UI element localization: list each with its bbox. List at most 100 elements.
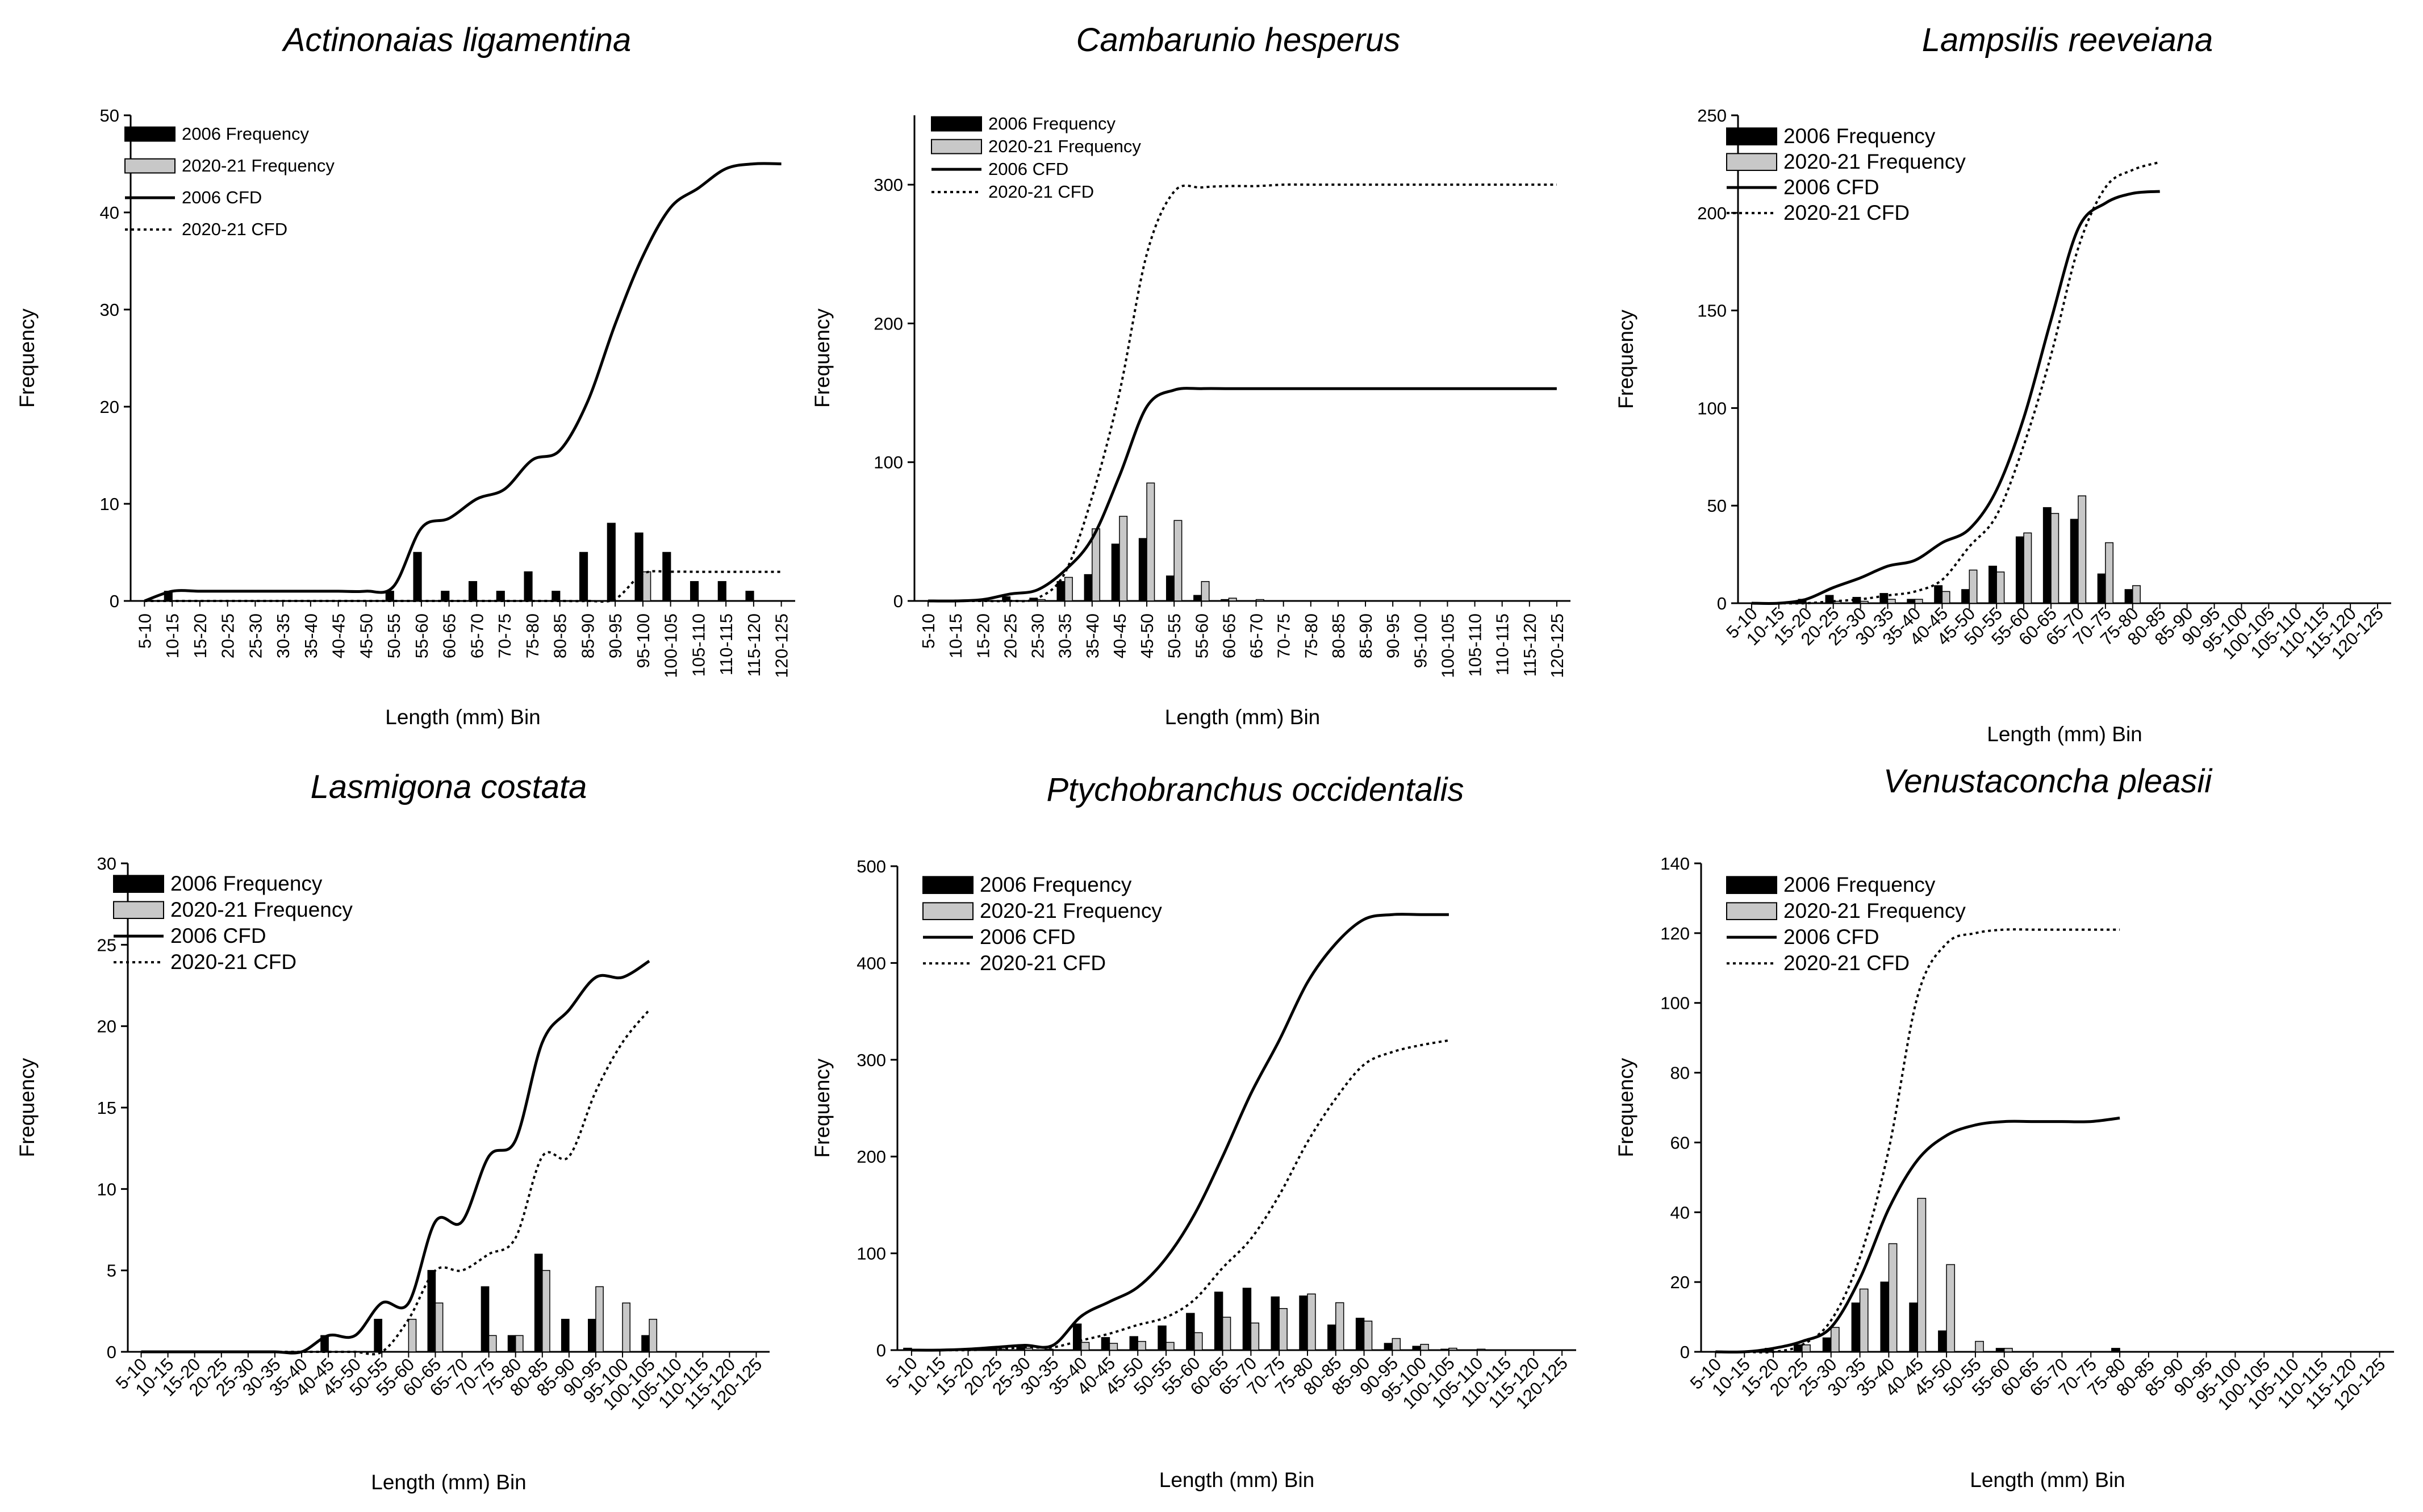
- legend-swatch-2006: [1726, 127, 1777, 145]
- chart-panel: Cambarunio hesperus 0 100 200 300 5-10 10-15 15…: [811, 22, 1570, 729]
- bar-2006: [1384, 1343, 1393, 1351]
- x-tick-label: 20-25: [218, 613, 238, 658]
- y-tick-label: 5: [107, 1261, 116, 1281]
- x-tick-label: 100-105: [1438, 613, 1457, 678]
- bar-2006: [1221, 599, 1230, 602]
- bar-2020-21: [1448, 1347, 1457, 1351]
- legend-label: 2006 CFD: [1783, 925, 1879, 949]
- y-tick-label: 20: [100, 397, 119, 417]
- bar-2020-21: [1914, 599, 1923, 604]
- x-tick-label: 35-40: [301, 613, 321, 658]
- x-tick-label: 15-20: [973, 613, 993, 658]
- x-tick-label: 75-80: [1301, 613, 1321, 658]
- bar-2020-21: [1859, 1288, 1869, 1352]
- bar-2020-21: [2105, 542, 2114, 604]
- y-axis-label: Frequency: [15, 1058, 39, 1157]
- bar-2020-21: [2132, 585, 2141, 604]
- y-tick-label: 100: [857, 1244, 886, 1264]
- bar-2006: [607, 523, 616, 602]
- bar-2006: [1299, 1295, 1308, 1351]
- cfd-line-2020-21: [141, 1009, 650, 1356]
- x-tick-label: 10-15: [946, 613, 966, 658]
- legend-swatch-2020-21: [1726, 153, 1777, 171]
- x-tick-label: 40-45: [1110, 613, 1130, 658]
- chart-title: Ptychobranchus occidentalis: [1046, 771, 1464, 808]
- y-tick-label: 150: [1697, 301, 1727, 321]
- bar-2006: [1193, 595, 1202, 602]
- y-tick-label: 200: [857, 1147, 886, 1167]
- bar-2020-21: [1173, 520, 1183, 602]
- bar-2006: [690, 581, 699, 602]
- x-tick-label: 65-70: [1247, 613, 1267, 658]
- bar-2006: [1165, 575, 1175, 602]
- bar-2006: [1129, 1336, 1138, 1351]
- bar-2006: [1084, 574, 1093, 602]
- bar-2006: [662, 552, 671, 602]
- legend-label: 2020-21 Frequency: [1783, 150, 1966, 173]
- x-tick-label: 85-90: [1356, 613, 1376, 658]
- y-tick-label: 100: [1697, 398, 1727, 418]
- bar-2006: [1101, 1337, 1110, 1351]
- bar-2020-21: [1037, 599, 1046, 602]
- bar-2020-21: [1146, 482, 1155, 602]
- bar-2006: [2111, 1348, 2120, 1352]
- bar-2006: [413, 552, 422, 602]
- cfd-line-2020-21: [928, 183, 1557, 603]
- chart-title: Venustaconcha pleasii: [1883, 763, 2213, 800]
- bar-2006: [2015, 536, 2024, 604]
- y-axis-label: Frequency: [1614, 1058, 1637, 1157]
- x-tick-label: 80-85: [550, 613, 570, 658]
- bar-2006: [481, 1286, 490, 1352]
- bar-2020-21: [1996, 571, 2005, 604]
- legend-label: 2020-21 Frequency: [980, 899, 1162, 922]
- bar-2020-21: [1975, 1340, 1984, 1352]
- y-tick-label: 120: [1660, 924, 1690, 943]
- bar-2006: [441, 591, 450, 602]
- x-tick-label: 120-125: [1547, 613, 1567, 678]
- x-tick-label: 55-60: [1192, 613, 1212, 658]
- bar-2006: [1412, 1346, 1421, 1351]
- y-tick-label: 0: [876, 1340, 886, 1360]
- bar-2006: [534, 1254, 543, 1352]
- bar-2020-21: [1228, 598, 1237, 602]
- x-tick-label: 50-55: [384, 613, 404, 658]
- cfd-line-2006: [911, 913, 1449, 1352]
- legend-label: 2020-21 Frequency: [170, 898, 353, 921]
- bar-2006: [1961, 589, 1970, 604]
- legend-label: 2020-21 CFD: [1783, 201, 1910, 224]
- bar-2006: [1880, 1281, 1890, 1352]
- bar-2006: [561, 1318, 570, 1352]
- bar-2020-21: [2023, 532, 2032, 604]
- bar-2020-21: [1080, 1342, 1090, 1351]
- legend-swatch-2020-21: [113, 901, 164, 919]
- x-tick-label: 60-65: [440, 613, 459, 658]
- bar-2006: [1271, 1296, 1280, 1351]
- legend-label: 2020-21 CFD: [170, 950, 296, 974]
- y-tick-label: 250: [1697, 106, 1727, 126]
- bar-2020-21: [1194, 1332, 1203, 1351]
- bar-2006: [1045, 1348, 1054, 1351]
- cfd-line-2020-21: [144, 570, 782, 603]
- legend-label: 2020-21 Frequency: [1783, 899, 1966, 922]
- legend-label: 2006 Frequency: [170, 872, 323, 895]
- bar-2020-21: [2004, 1348, 2013, 1352]
- bar-2020-21: [1307, 1293, 1316, 1351]
- y-axis-label: Frequency: [15, 308, 39, 408]
- x-tick-label: 20-25: [1000, 613, 1020, 658]
- y-tick-label: 0: [107, 1342, 116, 1362]
- cfd-line-2020-21: [1715, 928, 2120, 1354]
- x-tick-label: 105-110: [1465, 613, 1485, 676]
- x-tick-label: 110-115: [1493, 613, 1513, 675]
- y-tick-label: 200: [1697, 203, 1727, 223]
- bar-2020-21: [515, 1335, 524, 1352]
- y-tick-label: 30: [97, 854, 116, 874]
- legend-label: 2006 CFD: [988, 159, 1068, 179]
- bar-2020-21: [408, 1318, 417, 1352]
- x-tick-label: 15-20: [190, 613, 210, 658]
- bar-2020-21: [1279, 1308, 1288, 1351]
- x-tick-label: 80-85: [1329, 613, 1348, 658]
